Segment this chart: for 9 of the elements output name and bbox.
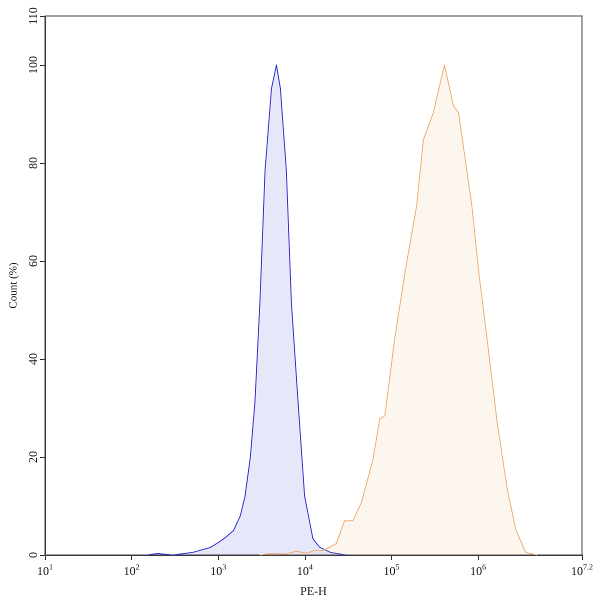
y-axis-title: Count (%) <box>8 262 20 309</box>
y-tick-label: 40 <box>26 353 40 365</box>
y-tick-label: 110 <box>26 7 40 25</box>
x-axis-title: PE-H <box>300 584 328 598</box>
y-tick-label: 20 <box>26 451 40 463</box>
y-tick-label: 60 <box>26 255 40 267</box>
y-tick-label: 100 <box>26 56 40 74</box>
y-tick-label: 0 <box>26 552 40 558</box>
y-tick-label: 80 <box>26 157 40 169</box>
